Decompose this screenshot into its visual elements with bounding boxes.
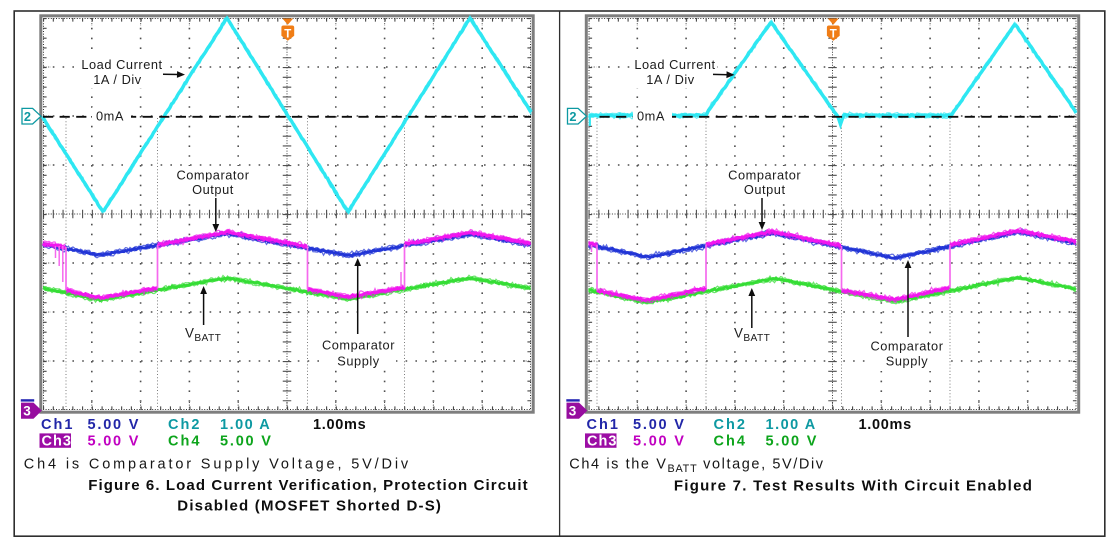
- svg-text:2: 2: [569, 109, 576, 124]
- svg-text:T: T: [830, 28, 837, 40]
- svg-text:Supply: Supply: [337, 354, 379, 369]
- svg-text:Disabled (MOSFET Shorted D-S): Disabled (MOSFET Shorted D-S): [177, 498, 442, 515]
- svg-text:Figure 7. Test Results With Ci: Figure 7. Test Results With Circuit Enab…: [674, 478, 1033, 495]
- svg-text:Output: Output: [744, 182, 786, 197]
- svg-text:Comparator: Comparator: [728, 168, 801, 183]
- svg-text:Ch2: Ch2: [168, 417, 201, 433]
- svg-text:Ch4: Ch4: [714, 433, 747, 449]
- svg-text:5.00 V: 5.00 V: [766, 433, 819, 449]
- svg-text:5.00 V: 5.00 V: [633, 417, 686, 433]
- svg-text:Figure 6. Load Current Verific: Figure 6. Load Current Verification, Pro…: [88, 477, 529, 494]
- svg-text:1A / Div: 1A / Div: [93, 72, 142, 87]
- svg-text:0mA: 0mA: [96, 109, 124, 124]
- svg-text:Comparator: Comparator: [322, 338, 395, 353]
- svg-text:Load Current: Load Current: [634, 57, 715, 72]
- svg-text:3: 3: [23, 404, 31, 419]
- svg-text:5.00 V: 5.00 V: [88, 433, 141, 449]
- svg-text:5.00 V: 5.00 V: [88, 417, 141, 433]
- svg-text:Comparator: Comparator: [176, 168, 249, 183]
- svg-text:0mA: 0mA: [637, 109, 665, 124]
- svg-text:2: 2: [24, 109, 31, 124]
- svg-text:Ch2: Ch2: [714, 417, 747, 433]
- svg-text:3: 3: [569, 404, 577, 419]
- svg-text:Ch1: Ch1: [41, 417, 74, 433]
- svg-text:1.00 A: 1.00 A: [766, 417, 817, 433]
- svg-text:Ch3: Ch3: [42, 433, 72, 449]
- svg-text:T: T: [284, 28, 291, 40]
- svg-text:Ch1: Ch1: [587, 417, 620, 433]
- svg-text:1.00ms: 1.00ms: [313, 417, 366, 433]
- svg-text:1.00 A: 1.00 A: [220, 417, 271, 433]
- svg-text:Supply: Supply: [886, 354, 928, 369]
- svg-text:1.00ms: 1.00ms: [859, 417, 912, 433]
- svg-text:Ch4 is Comparator Supply Volta: Ch4 is Comparator Supply Voltage, 5V/Div: [24, 457, 411, 473]
- svg-text:5.00 V: 5.00 V: [633, 433, 686, 449]
- svg-text:Comparator: Comparator: [870, 339, 943, 354]
- svg-text:Ch4: Ch4: [168, 433, 201, 449]
- svg-text:Ch4 is the VBATT voltage, 5V/D: Ch4 is the VBATT voltage, 5V/Div: [569, 457, 824, 476]
- svg-text:Ch3: Ch3: [587, 433, 617, 449]
- svg-text:Load Current: Load Current: [81, 57, 162, 72]
- svg-text:1A / Div: 1A / Div: [646, 72, 695, 87]
- svg-text:Output: Output: [192, 182, 234, 197]
- svg-text:5.00 V: 5.00 V: [220, 433, 273, 449]
